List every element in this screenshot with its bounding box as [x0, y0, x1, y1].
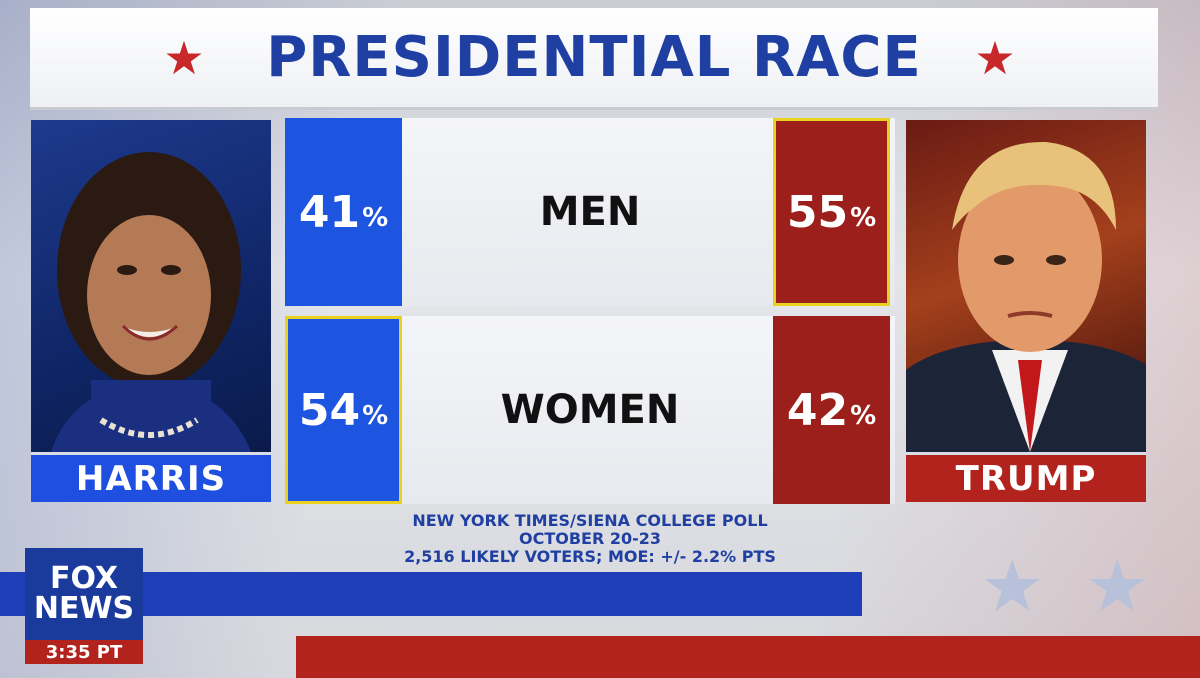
title-bar: PRESIDENTIAL RACE	[30, 8, 1158, 110]
star-icon: ★	[974, 31, 1016, 85]
percent-symbol: %	[850, 401, 877, 431]
percent-value: 55	[786, 186, 849, 238]
star-icon: ★	[163, 31, 205, 85]
poll-row-women: 54% WOMEN 42%	[285, 316, 895, 504]
harris-photo	[31, 120, 271, 452]
poll-source: NEW YORK TIMES/SIENA COLLEGE POLL OCTOBE…	[285, 512, 895, 566]
row-label-women: WOMEN	[500, 387, 680, 433]
harris-women-percent: 54%	[285, 316, 402, 504]
harris-name-label: HARRIS	[31, 452, 271, 502]
logo-line-2: NEWS	[33, 591, 135, 626]
harris-portrait-icon	[51, 152, 251, 452]
poll-row-men: 41% MEN 55%	[285, 118, 895, 306]
percent-symbol: %	[362, 203, 389, 233]
page-title: PRESIDENTIAL RACE	[266, 25, 922, 90]
percent-symbol: %	[362, 401, 389, 431]
percent-value: 54	[298, 384, 361, 436]
source-line-1: NEW YORK TIMES/SIENA COLLEGE POLL	[412, 511, 768, 530]
lower-third-blue-bar	[0, 572, 862, 616]
fox-news-logo: FOX NEWS	[25, 548, 143, 640]
logo-line-1: FOX	[49, 561, 119, 596]
trump-portrait-icon	[906, 141, 1146, 452]
row-label-men: MEN	[539, 189, 641, 235]
harris-men-percent: 41%	[285, 118, 402, 306]
percent-symbol: %	[850, 203, 877, 233]
percent-value: 42	[786, 384, 849, 436]
broadcast-time: 3:35 PT	[25, 640, 143, 664]
source-line-3: 2,516 LIKELY VOTERS; MOE: +/- 2.2% PTS	[404, 547, 776, 566]
lower-third-red-bar	[296, 636, 1200, 678]
trump-women-percent: 42%	[773, 316, 890, 504]
trump-name-label: TRUMP	[906, 452, 1146, 502]
trump-men-percent: 55%	[773, 118, 890, 306]
source-line-2: OCTOBER 20-23	[518, 529, 662, 548]
trump-photo	[906, 120, 1146, 452]
star-icon: ★	[980, 544, 1045, 628]
star-icon: ★	[1085, 544, 1150, 628]
percent-value: 41	[298, 186, 361, 238]
